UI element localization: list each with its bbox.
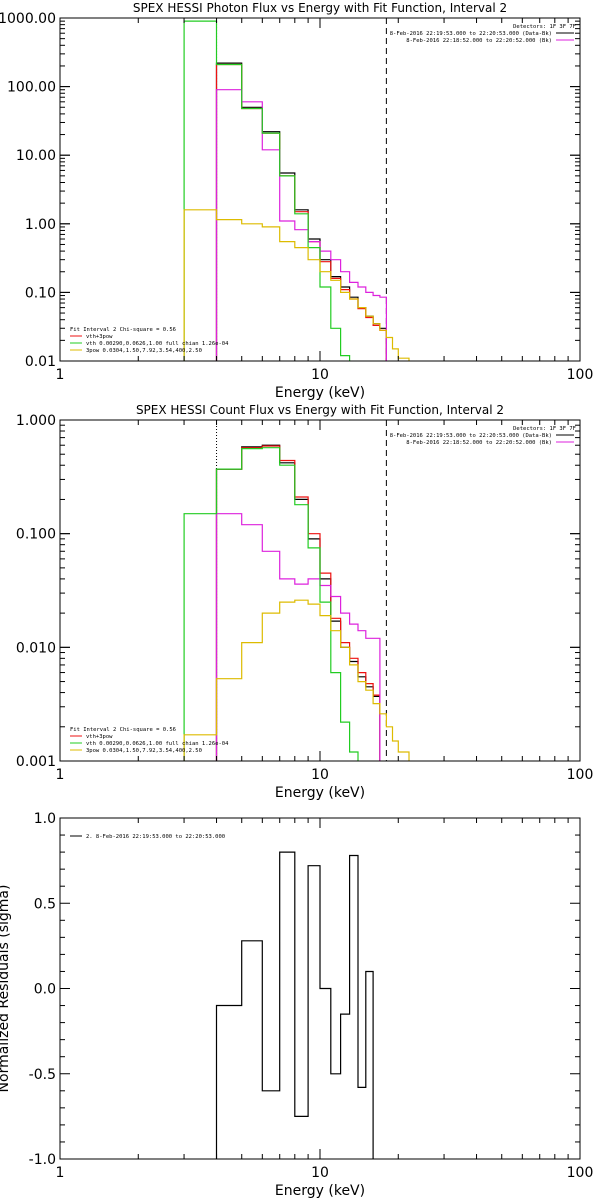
y-tick-label: -1.0 bbox=[29, 1152, 56, 1168]
y-tick-label: 0.100 bbox=[16, 527, 56, 543]
header-line: 8-Feb-2016 22:19:53.000 to 22:20:53.000 … bbox=[390, 433, 552, 439]
legend-entry: vth+3pow bbox=[86, 334, 113, 340]
x-tick-label: 100 bbox=[567, 767, 594, 783]
series-line-series-2 bbox=[215, 89, 387, 361]
x-tick-label: 10 bbox=[311, 1165, 329, 1181]
legend-entry: Fit Interval 2 Chi-square = 0.56 bbox=[70, 727, 176, 733]
y-tick-label: -0.5 bbox=[29, 1067, 56, 1083]
legend-entry: 3pow 0.0304,1.50,7.92,3.54,400,2.50 bbox=[86, 748, 202, 754]
legend-entry: vth 0.00290,0.0626,1.00 full chian 1.26e… bbox=[86, 341, 229, 347]
x-axis-label: Energy (keV) bbox=[275, 1183, 365, 1199]
series-line-series-1 bbox=[215, 445, 381, 761]
series-line-vth bbox=[183, 20, 351, 361]
series-line-vth-3pow bbox=[215, 444, 381, 761]
y-tick-label: 1.00 bbox=[25, 217, 56, 233]
series-line-3pow bbox=[183, 599, 410, 761]
series-line-3pow bbox=[183, 209, 410, 361]
header-line: 8-Feb-2016 22:19:53.000 to 22:20:53.000 … bbox=[390, 31, 552, 37]
y-tick-label: 1000.00 bbox=[0, 11, 56, 27]
series-line-series-0 bbox=[215, 851, 374, 1159]
header-line: 8-Feb-2016 22:18:52.000 to 22:20:52.000 … bbox=[406, 440, 552, 446]
legend-entry: Fit Interval 2 Chi-square = 0.56 bbox=[70, 327, 176, 333]
chart-title: SPEX HESSI Photon Flux vs Energy with Fi… bbox=[133, 1, 507, 15]
chart-panel-3: 1 10 100 Energy (keV) -1.0 -0.5 0.0 0.5 1.0 Norma… bbox=[0, 811, 593, 1199]
legend-entry: 2. 8-Feb-2016 22:19:53.000 to 22:20:53.0… bbox=[86, 834, 225, 840]
legend-entry: vth 0.00290,0.0626,1.00 full chian 1.26e… bbox=[86, 741, 229, 747]
y-tick-label: 1.0 bbox=[34, 811, 56, 827]
x-tick-label: 100 bbox=[567, 367, 594, 383]
x-tick-label: 10 bbox=[311, 767, 329, 783]
series-line-series-2 bbox=[215, 513, 381, 761]
y-tick-label: 0.0 bbox=[34, 982, 56, 998]
x-tick-label: 100 bbox=[567, 1165, 594, 1181]
y-tick-label: 0.010 bbox=[16, 640, 56, 656]
y-tick-label: 10.00 bbox=[16, 148, 56, 164]
chart-title: SPEX HESSI Count Flux vs Energy with Fit… bbox=[136, 403, 504, 417]
y-tick-label: 0.5 bbox=[34, 896, 56, 912]
chart-panel-1: SPEX HESSI Photon Flux vs Energy with Fi… bbox=[0, 1, 593, 401]
y-tick-label: 1.000 bbox=[16, 413, 56, 429]
y-axis-label: Normalized Residuals (sigma) bbox=[0, 885, 12, 1093]
x-axis-label: Energy (keV) bbox=[275, 385, 365, 401]
header-line: Detectors: 1F 3F 7F bbox=[513, 24, 576, 30]
legend-entry: vth+3pow bbox=[86, 734, 113, 740]
y-tick-label: 0.001 bbox=[16, 754, 56, 770]
y-tick-label: 0.10 bbox=[25, 285, 56, 301]
header-line: Detectors: 1F 3F 7F bbox=[513, 426, 576, 432]
x-tick-label: 1 bbox=[56, 1165, 65, 1181]
plot-frame bbox=[59, 17, 581, 362]
series-line-vth bbox=[183, 447, 359, 761]
y-tick-label: 100.00 bbox=[7, 80, 56, 96]
x-tick-label: 1 bbox=[56, 767, 65, 783]
header-line: 8-Feb-2016 22:18:52.000 to 22:20:52.000 … bbox=[406, 38, 552, 44]
x-tick-label: 10 bbox=[311, 367, 329, 383]
y-tick-label: 0.01 bbox=[25, 354, 56, 370]
legend-entry: 3pow 0.0304,1.50,7.92,3.54,400,2.50 bbox=[86, 348, 202, 354]
chart-panel-2: SPEX HESSI Count Flux vs Energy with Fit… bbox=[16, 403, 593, 801]
x-axis-label: Energy (keV) bbox=[275, 785, 365, 801]
x-tick-label: 1 bbox=[56, 367, 65, 383]
